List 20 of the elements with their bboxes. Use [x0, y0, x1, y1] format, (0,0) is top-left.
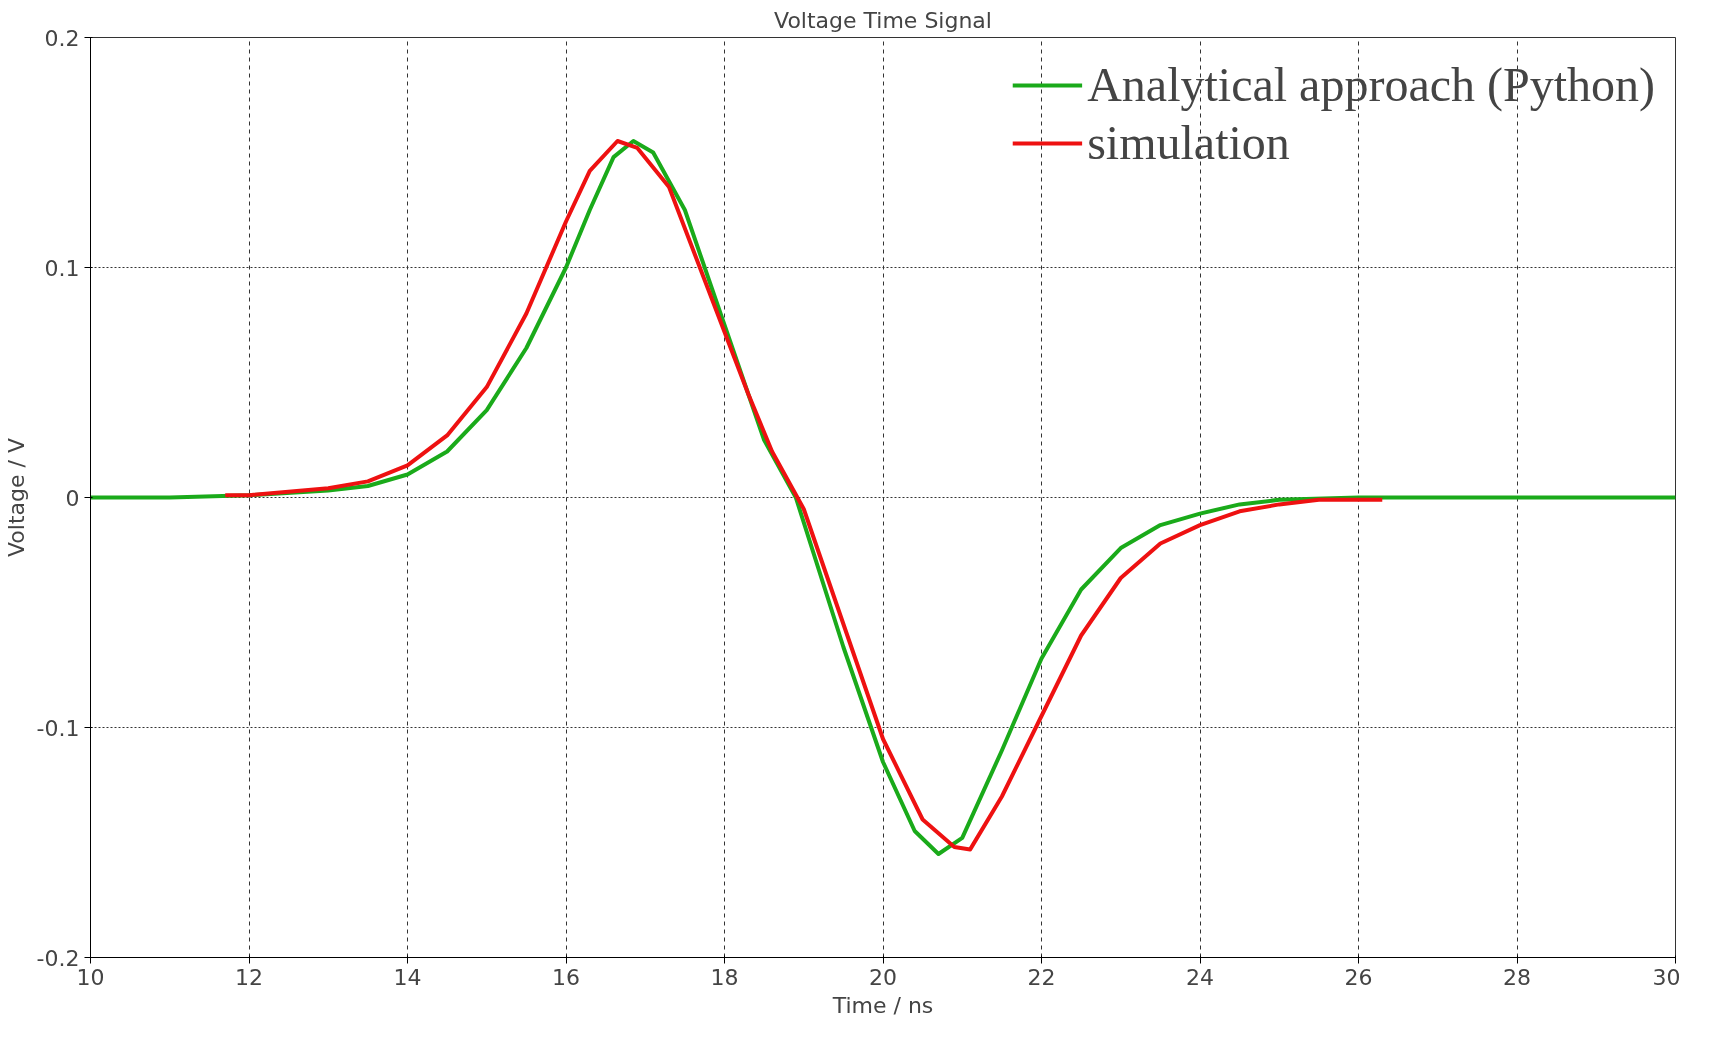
x-tick-label: 28 [1503, 964, 1531, 990]
y-tick-label: -0.2 [36, 945, 80, 971]
x-tick-label: 22 [1027, 964, 1056, 990]
y-tick-label: -0.1 [36, 715, 80, 741]
legend-label: Analytical approach (Python) [1087, 57, 1655, 112]
x-tick-label: 14 [393, 964, 422, 990]
y-tick-label: 0.1 [44, 255, 80, 281]
x-tick-label: 30 [1652, 964, 1681, 990]
x-tick-label: 26 [1344, 964, 1373, 990]
x-axis-title: Time / ns [831, 992, 934, 1018]
y-tick-label: 0.2 [44, 25, 80, 51]
y-axis-title: Voltage / V [3, 438, 29, 557]
x-tick-label: 24 [1186, 964, 1214, 990]
legend-label: simulation [1087, 115, 1290, 170]
x-tick-label: 16 [552, 964, 580, 990]
x-tick-label: 20 [869, 964, 897, 990]
x-tick-label: 18 [710, 964, 739, 990]
x-tick-label: 12 [235, 964, 263, 990]
y-tick-label: 0 [65, 485, 80, 511]
chart-title: Voltage Time Signal [774, 7, 992, 33]
